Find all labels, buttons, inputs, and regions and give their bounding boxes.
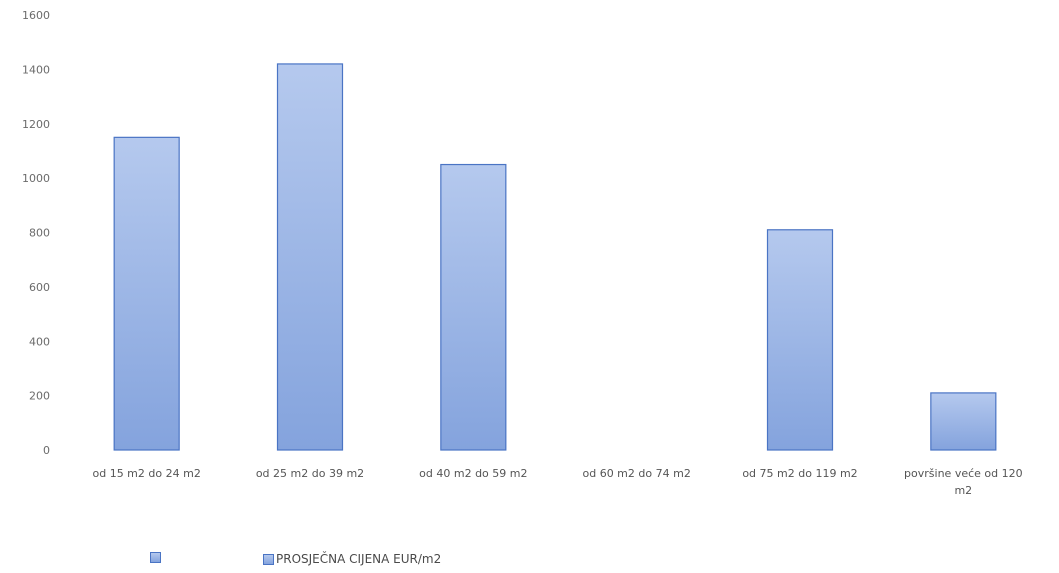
- y-tick-label: 0: [43, 444, 50, 457]
- bar: [113, 136, 180, 451]
- x-tick-label: površine veće od 120 m2: [904, 467, 1023, 497]
- x-tick-label: od 75 m2 do 119 m2: [742, 467, 857, 480]
- legend: PROSJEČNA CIJENA EUR/m2: [0, 552, 1059, 572]
- bar: [766, 229, 834, 451]
- y-tick-label: 1600: [22, 9, 50, 22]
- bars: [113, 63, 997, 451]
- y-tick-label: 1400: [22, 63, 50, 76]
- legend-swatch: [263, 553, 274, 565]
- bar: [930, 392, 997, 451]
- bar: [440, 163, 507, 451]
- x-tick-label: od 60 m2 do 74 m2: [582, 467, 690, 480]
- y-tick-label: 400: [29, 335, 50, 348]
- legend-label: PROSJEČNA CIJENA EUR/m2: [276, 552, 442, 566]
- y-tick-label: 1200: [22, 118, 50, 131]
- x-tick-label: od 40 m2 do 59 m2: [419, 467, 527, 480]
- legend-item-prosjecna-cijena: PROSJEČNA CIJENA EUR/m2: [263, 552, 441, 566]
- y-tick-label: 200: [29, 390, 50, 403]
- y-axis: 0 200 400 600 800 1000 1200 1400 1600: [22, 9, 50, 457]
- y-tick-label: 600: [29, 281, 50, 294]
- legend-item-empty: [150, 552, 163, 563]
- y-tick-label: 1000: [22, 172, 50, 185]
- x-tick-label: od 25 m2 do 39 m2: [256, 467, 364, 480]
- bar-chart: 0 200 400 600 800 1000 1200 1400 1600 od 15 m2 d…: [22, 9, 1023, 497]
- bar: [276, 63, 344, 451]
- x-tick-label: od 15 m2 do 24 m2: [92, 467, 200, 480]
- y-tick-label: 800: [29, 227, 50, 240]
- x-axis: od 15 m2 do 24 m2 od 25 m2 do 39 m2 od 40 …: [92, 467, 1022, 497]
- legend-swatch: [150, 552, 161, 563]
